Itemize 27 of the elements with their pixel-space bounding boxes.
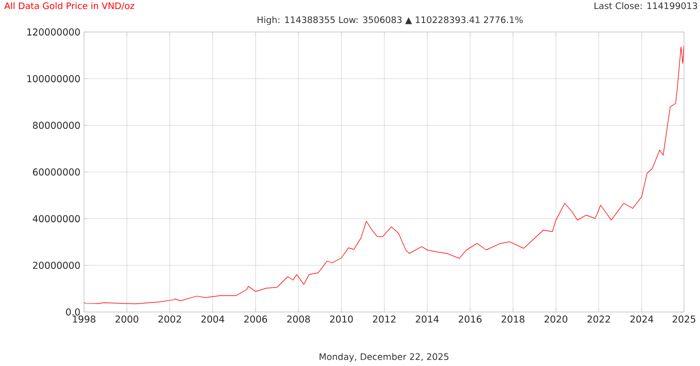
x-tick-label: 2024 <box>630 316 654 323</box>
x-tick-label: 2018 <box>502 316 524 323</box>
chart-title: All Data Gold Price in VND/oz <box>4 2 134 10</box>
y-tick-label: 40000000 <box>32 215 80 222</box>
y-tick-label: 120000000 <box>27 28 80 36</box>
x-tick-label: 2020 <box>544 316 568 323</box>
text: Last Close: 114199013 <box>594 2 698 10</box>
x-tick-label: 2010 <box>330 316 353 323</box>
line-series <box>84 45 684 304</box>
y-tick-label: 20000000 <box>33 262 80 269</box>
x-tick-label: 2008 <box>287 316 310 323</box>
x-tick-label: 2014 <box>416 316 439 323</box>
x-tick-label: 2002 <box>158 316 181 323</box>
y-tick-label: 100000000 <box>27 75 80 82</box>
x-tick-label: 2012 <box>372 316 396 323</box>
y-tick-label: 0.0 <box>66 308 80 316</box>
x-tick-label: 2022 <box>587 316 610 323</box>
chart-subtitle: High: 114388355 Low: 3506083 ▲ 110228393.41 2776.1% <box>258 16 523 25</box>
x-tick-label: 2004 <box>201 316 224 323</box>
x-tick-label: 2000 <box>116 316 138 323</box>
x-tick-label: 2016 <box>458 316 482 323</box>
x-tick-label: 1998 <box>73 316 96 323</box>
y-tick-label: 80000000 <box>32 122 80 129</box>
y-tick-label: 60000000 <box>32 168 80 176</box>
x-tick-label: 2025 <box>672 316 696 323</box>
text: Monday, December 22, 2025 <box>320 353 448 362</box>
x-tick-label: 2006 <box>244 316 268 323</box>
